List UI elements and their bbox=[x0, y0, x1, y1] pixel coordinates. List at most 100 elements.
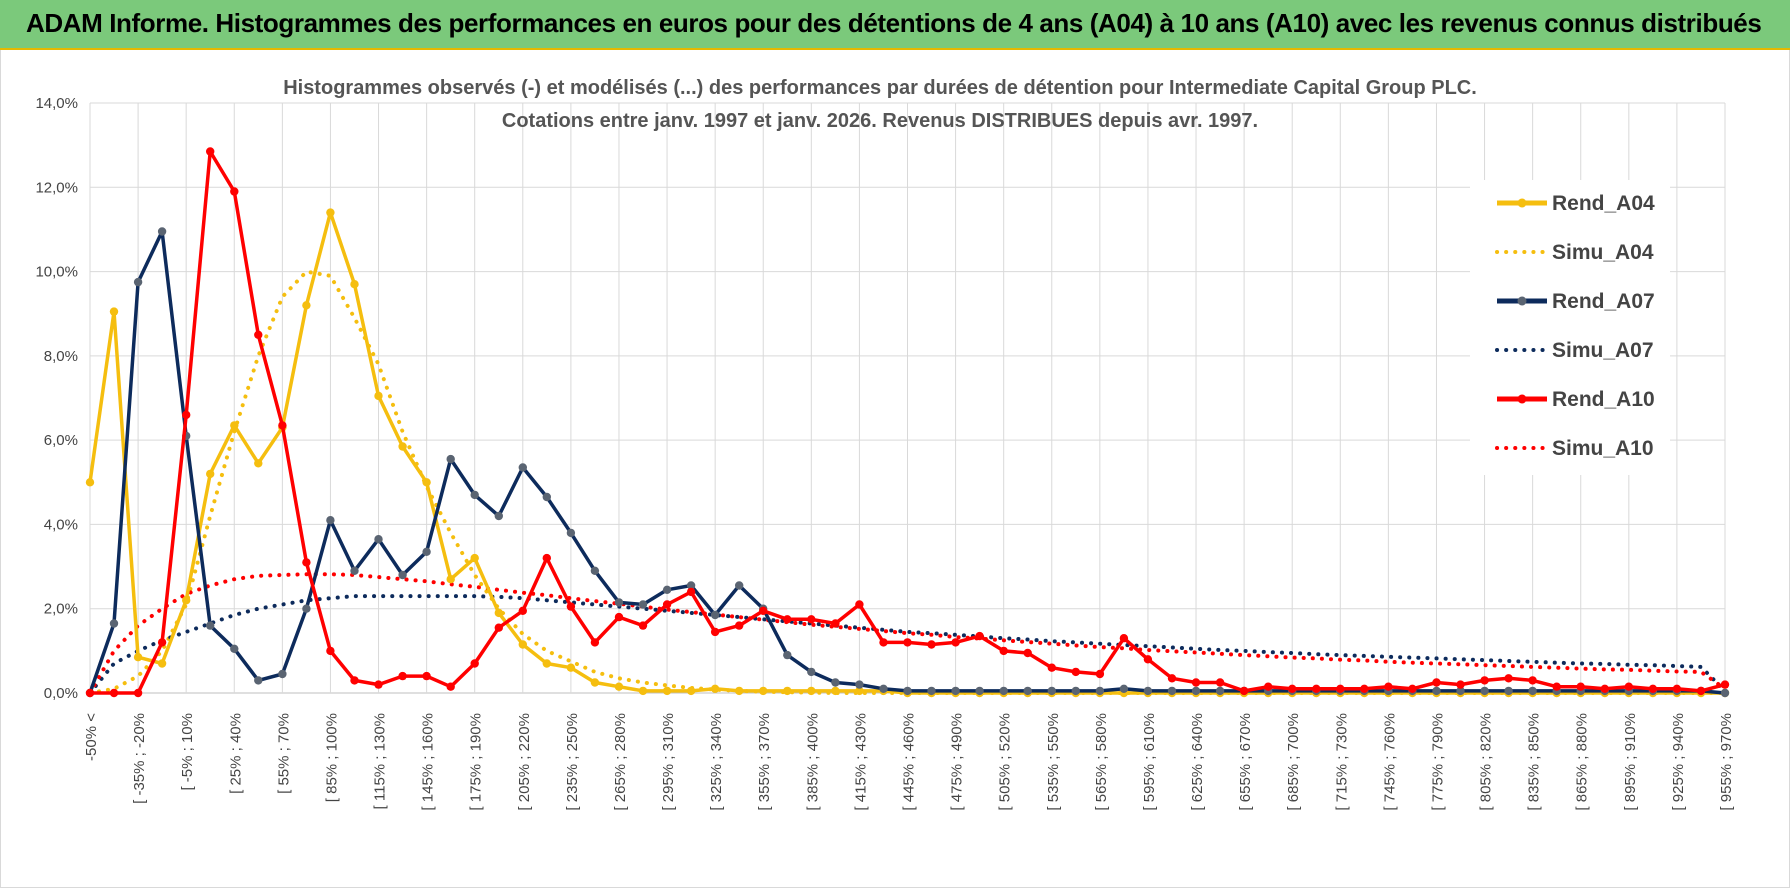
x-tick-label: [ 685% ; 700% bbox=[1285, 713, 1302, 811]
data-point bbox=[735, 621, 744, 630]
data-point bbox=[855, 686, 864, 696]
data-point bbox=[638, 621, 648, 630]
data-point bbox=[326, 516, 335, 525]
data-point bbox=[590, 566, 600, 575]
data-point bbox=[1288, 684, 1297, 693]
data-point bbox=[1023, 686, 1032, 696]
data-point bbox=[831, 678, 840, 687]
data-point bbox=[686, 581, 696, 590]
data-point bbox=[927, 686, 936, 696]
x-tick-label: [ 775% ; 790% bbox=[1429, 713, 1446, 811]
data-point bbox=[1023, 648, 1032, 658]
data-point bbox=[85, 478, 95, 487]
y-axis-labels: 0,0% 2,0% 4,0% 6,0% 8,0% 10,0% 12,0% 14,0% bbox=[35, 95, 78, 702]
x-tick-label: [ 955% ; 970% bbox=[1718, 713, 1735, 811]
data-point bbox=[326, 208, 335, 217]
data-point bbox=[1624, 682, 1634, 691]
banner-title: ADAM Informe. Histogrammes des performan… bbox=[26, 8, 1762, 38]
data-point bbox=[807, 667, 816, 677]
chart-title: Histogrammes observés (-) et modélisés (… bbox=[283, 77, 1477, 99]
data-point bbox=[1576, 682, 1585, 691]
data-point bbox=[783, 686, 792, 696]
data-point bbox=[518, 640, 527, 649]
y-tick-label: 4,0% bbox=[44, 516, 78, 533]
data-point bbox=[109, 688, 119, 698]
data-point bbox=[1528, 686, 1537, 696]
data-point bbox=[1119, 634, 1129, 643]
x-tick-label: [ 145% ; 160% bbox=[420, 713, 437, 811]
data-point bbox=[230, 421, 239, 430]
data-point bbox=[927, 640, 936, 649]
data-point bbox=[1480, 686, 1489, 696]
data-point bbox=[494, 623, 503, 632]
data-point bbox=[1720, 688, 1730, 698]
y-tick-label: 2,0% bbox=[44, 601, 78, 618]
series-layer bbox=[85, 147, 1730, 698]
data-point bbox=[614, 682, 624, 691]
data-point bbox=[1095, 686, 1105, 696]
data-point bbox=[422, 478, 431, 487]
data-point bbox=[759, 606, 768, 615]
legend-item-simu-a10: Simu_A10 bbox=[1495, 437, 1654, 460]
data-point bbox=[855, 600, 864, 609]
legend-label: Rend_A04 bbox=[1552, 192, 1655, 215]
data-point bbox=[638, 600, 648, 609]
data-point bbox=[662, 600, 672, 609]
data-point bbox=[1432, 678, 1441, 687]
y-tick-label: 10,0% bbox=[35, 264, 78, 281]
data-point bbox=[254, 676, 263, 685]
data-point bbox=[206, 147, 215, 156]
data-point bbox=[951, 686, 960, 696]
data-point bbox=[326, 646, 335, 656]
data-point bbox=[470, 659, 479, 668]
data-point bbox=[1384, 682, 1393, 691]
data-point bbox=[230, 644, 239, 653]
x-tick-label: [ 205% ; 220% bbox=[516, 713, 533, 811]
data-point bbox=[1336, 684, 1345, 693]
data-point bbox=[109, 619, 119, 628]
data-point bbox=[1456, 680, 1465, 689]
x-tick-label: [ 295% ; 310% bbox=[660, 713, 677, 811]
data-point bbox=[879, 684, 888, 693]
data-point bbox=[350, 280, 359, 289]
x-tick-label: [ 175% ; 190% bbox=[468, 713, 485, 811]
x-tick-label: [ 745% ; 760% bbox=[1381, 713, 1398, 811]
chart-subtitle: Cotations entre janv. 1997 et janv. 2026… bbox=[502, 110, 1258, 132]
data-point bbox=[831, 619, 840, 628]
data-point bbox=[807, 615, 816, 624]
data-point bbox=[1504, 686, 1513, 696]
legend-marker bbox=[1517, 296, 1527, 306]
data-point bbox=[254, 330, 263, 339]
data-point bbox=[590, 638, 600, 647]
data-point bbox=[614, 598, 624, 607]
data-point bbox=[590, 678, 600, 687]
data-point bbox=[1552, 682, 1561, 691]
data-point bbox=[735, 686, 744, 696]
data-point bbox=[566, 663, 576, 672]
data-point bbox=[374, 680, 383, 689]
data-point bbox=[1720, 680, 1730, 689]
data-point bbox=[1408, 684, 1417, 693]
data-point bbox=[1504, 674, 1513, 683]
data-point bbox=[302, 604, 311, 613]
data-point bbox=[1191, 686, 1201, 696]
data-point bbox=[398, 570, 407, 580]
data-point bbox=[182, 410, 191, 420]
data-point bbox=[133, 688, 143, 698]
data-point bbox=[1119, 684, 1129, 693]
data-point bbox=[1215, 678, 1225, 687]
x-tick-label: [ 445% ; 460% bbox=[901, 713, 918, 811]
data-point bbox=[133, 277, 143, 287]
legend-item-rend-a10: Rend_A10 bbox=[1497, 388, 1655, 411]
series-rend-a10 bbox=[85, 147, 1730, 698]
y-tick-label: 6,0% bbox=[44, 432, 78, 449]
legend-marker bbox=[1517, 198, 1527, 208]
legend-label: Simu_A07 bbox=[1552, 339, 1654, 362]
data-point bbox=[446, 454, 455, 464]
x-tick-label: [ 115% ; 130% bbox=[372, 713, 389, 809]
data-point bbox=[999, 686, 1008, 696]
x-tick-label: [ 865% ; 880% bbox=[1574, 713, 1591, 811]
legend-label: Simu_A04 bbox=[1552, 241, 1654, 264]
legend-item-simu-a04: Simu_A04 bbox=[1495, 241, 1654, 264]
